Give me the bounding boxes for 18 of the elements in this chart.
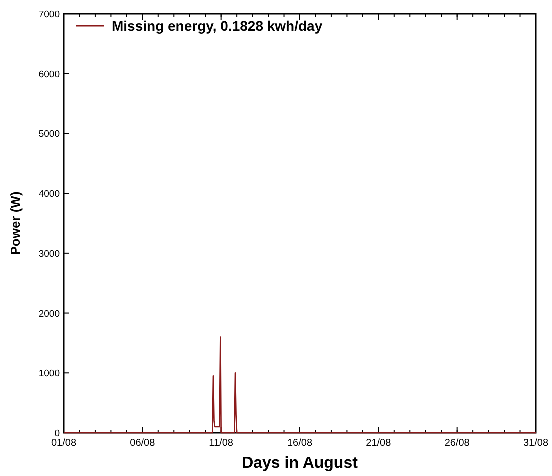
- x-tick-label: 06/08: [130, 438, 156, 449]
- y-tick-label: 6000: [38, 69, 60, 80]
- y-tick-label: 2000: [38, 308, 60, 320]
- legend-label: Missing energy, 0.1828 kwh/day: [112, 18, 323, 34]
- y-tick-label: 0: [54, 428, 60, 440]
- y-tick-label: 4000: [38, 189, 60, 200]
- y-tick-label: 1000: [38, 368, 60, 380]
- x-axis-title: Days in August: [242, 455, 359, 472]
- y-tick-label: 5000: [38, 129, 60, 140]
- x-tick-label: 26/08: [444, 438, 470, 449]
- x-tick-label: 21/08: [366, 438, 392, 449]
- y-tick-label: 7000: [38, 10, 60, 20]
- y-axis-title: Power (W): [8, 192, 23, 256]
- x-tick-label: 31/08: [523, 438, 549, 449]
- x-tick-label: 11/08: [209, 438, 234, 449]
- y-tick-label: 3000: [38, 248, 60, 260]
- x-tick-label: 01/08: [51, 438, 77, 449]
- x-tick-label: 16/08: [287, 438, 313, 449]
